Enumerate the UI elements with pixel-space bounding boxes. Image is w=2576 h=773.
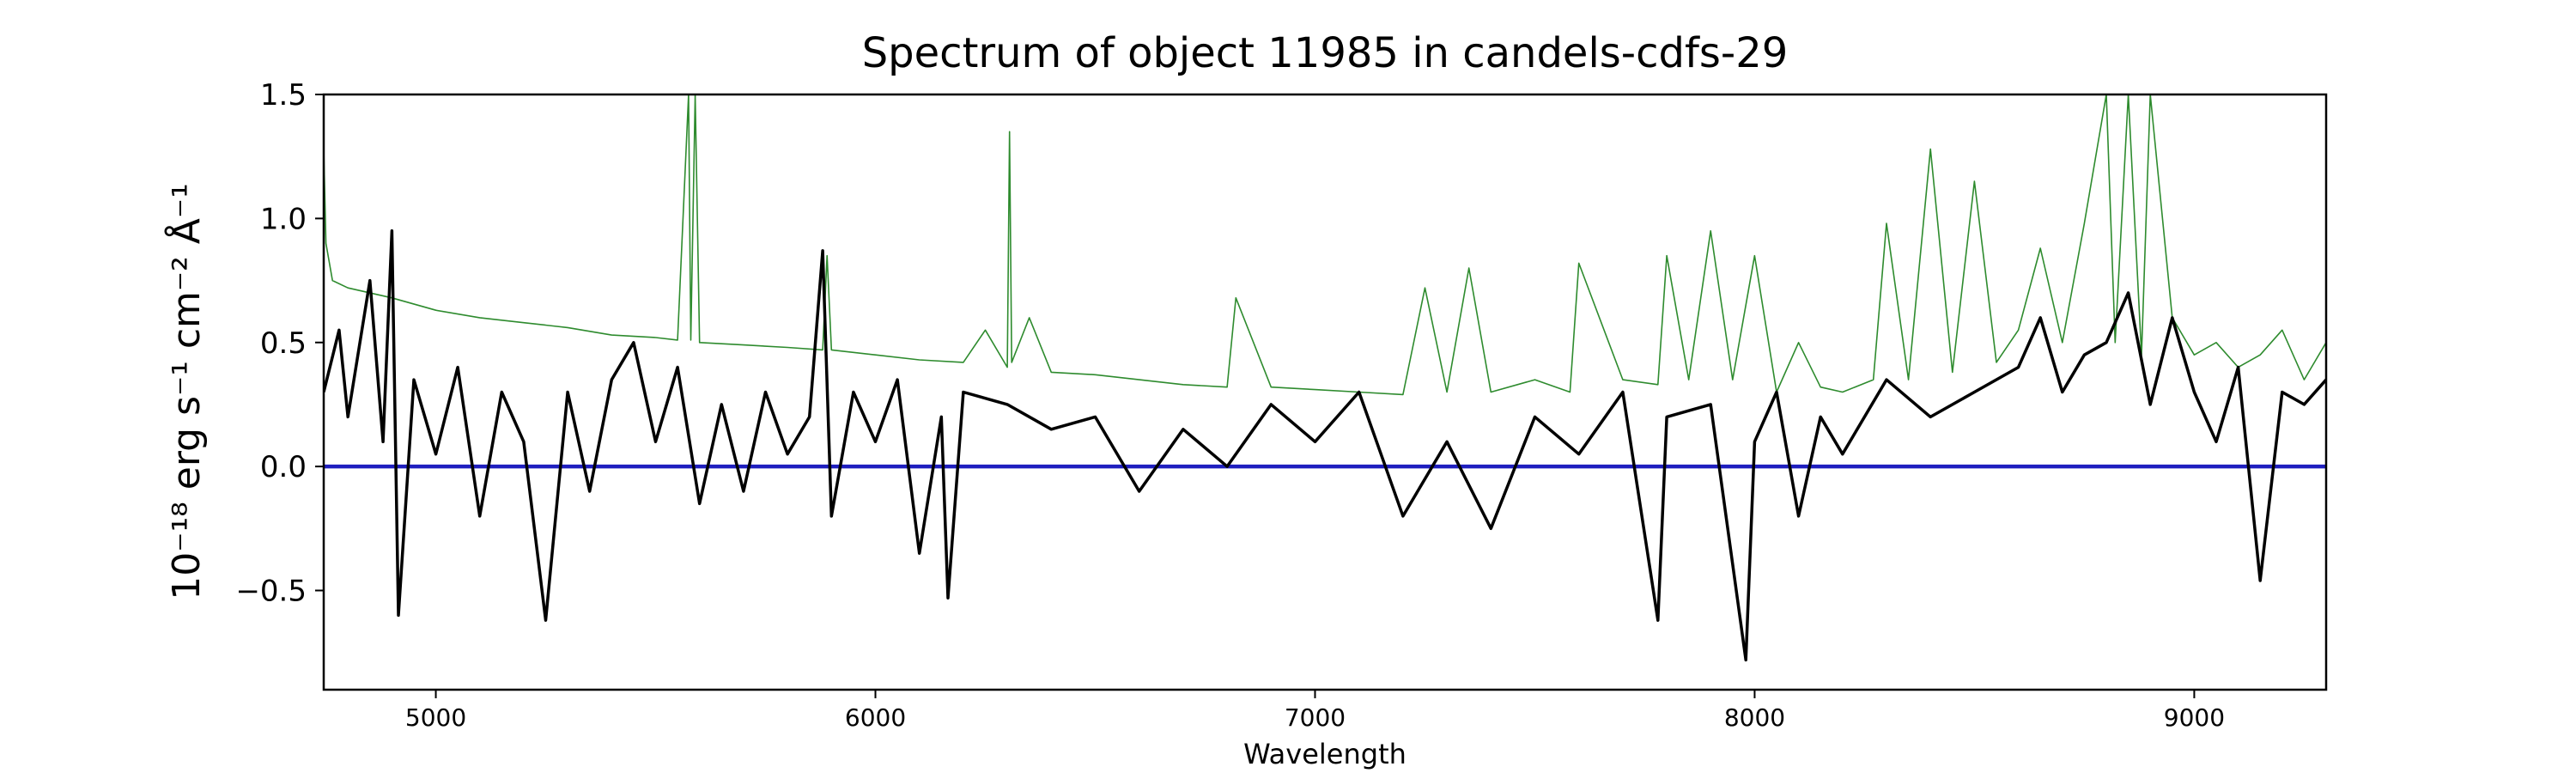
y-axis: −0.5 0.0 0.5 1.0 1.5 [235,78,324,609]
x-tick-label: 7000 [1285,703,1346,732]
y-tick-label: 1.5 [260,78,307,113]
x-tick-label: 9000 [2164,703,2225,732]
y-tick-label: 0.5 [260,326,307,361]
x-axis: 5000 6000 7000 8000 9000 [405,690,2225,732]
x-tick-label: 5000 [405,703,466,732]
flux-series-line [324,229,2326,662]
y-tick-label: 1.0 [260,202,307,236]
x-tick-label: 8000 [1724,703,1785,732]
y-axis-label: 10⁻¹⁸ erg s⁻¹ cm⁻² Å⁻¹ [163,183,209,600]
y-tick-label: −0.5 [235,575,307,609]
x-axis-label: Wavelength [1243,738,1406,770]
plot-frame [322,93,2328,691]
x-tick-label: 6000 [845,703,906,732]
chart-title: Spectrum of object 11985 in candels-cdfs… [862,29,1789,77]
series-layer [324,94,2326,662]
y-tick-label: 0.0 [260,450,307,484]
noise-series-line [324,94,2326,396]
